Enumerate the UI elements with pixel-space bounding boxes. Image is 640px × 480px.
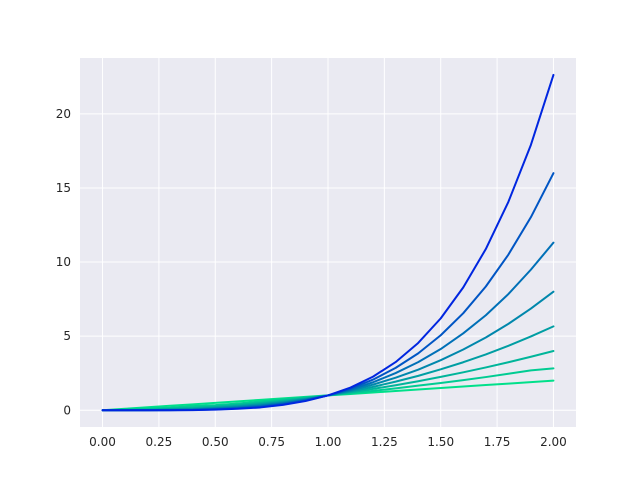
x-tick-label: 1.75 bbox=[484, 435, 511, 449]
series-line-8 bbox=[101, 73, 555, 412]
x-tick-label: 0.75 bbox=[258, 435, 285, 449]
y-tick-label: 20 bbox=[56, 107, 71, 121]
y-tick-label: 5 bbox=[63, 329, 71, 343]
x-tick-label: 1.00 bbox=[315, 435, 342, 449]
x-tick-label: 0.25 bbox=[146, 435, 173, 449]
y-tick-label: 15 bbox=[56, 181, 71, 195]
y-tick-label: 0 bbox=[63, 403, 71, 417]
y-tick-label: 10 bbox=[56, 255, 71, 269]
x-tick-label: 2.00 bbox=[540, 435, 567, 449]
x-tick-label: 1.50 bbox=[427, 435, 454, 449]
x-tick-label: 0.50 bbox=[202, 435, 229, 449]
grid bbox=[80, 58, 576, 427]
series-lines bbox=[101, 73, 555, 412]
x-tick-label: 0.00 bbox=[89, 435, 116, 449]
y-axis-ticks: 0 5 10 15 20 bbox=[56, 107, 71, 417]
x-tick-label: 1.25 bbox=[371, 435, 398, 449]
x-axis-ticks: 0.00 0.25 0.50 0.75 1.00 1.25 1.50 1.75 2.00 bbox=[89, 435, 567, 449]
